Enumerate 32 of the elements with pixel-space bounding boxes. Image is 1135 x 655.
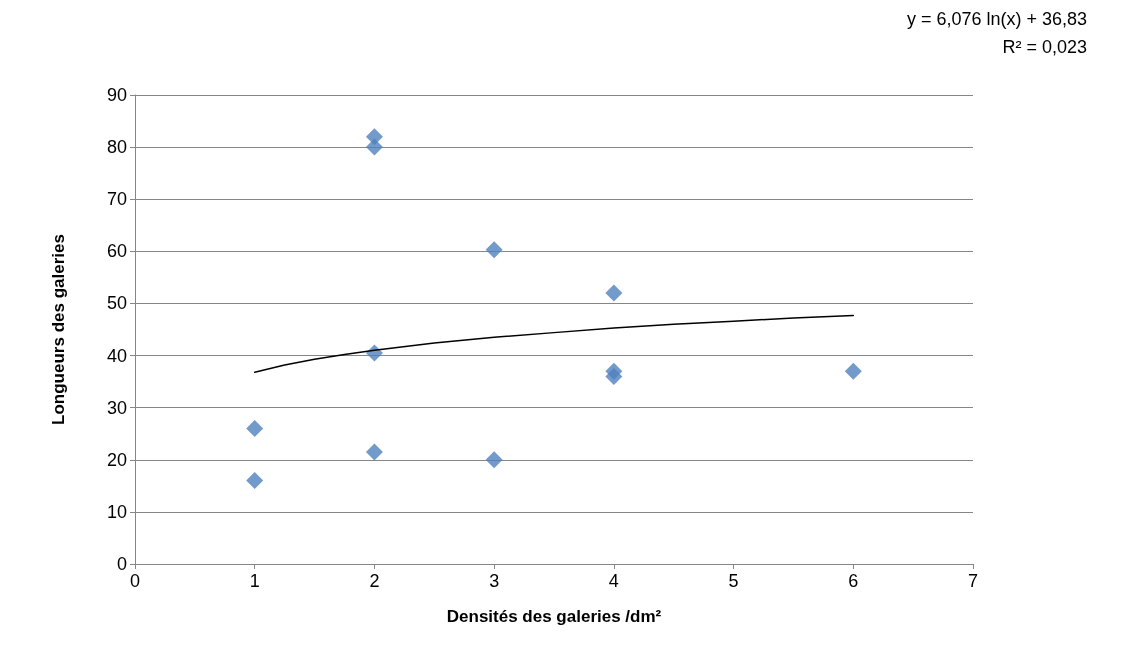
- text: y = 6,076 ln(x) + 36,83: [906, 9, 1087, 29]
- point: [246, 420, 264, 438]
- y-tick-label: 40: [106, 345, 127, 366]
- point: [485, 451, 503, 469]
- x-tick-label: 0: [129, 571, 141, 591]
- point: [246, 472, 264, 490]
- y-tick-label: 0: [116, 554, 127, 574]
- x-tick-label: 1: [249, 571, 260, 591]
- y-tick-label: 20: [106, 449, 127, 470]
- y-tick-label: 80: [106, 137, 127, 158]
- x-tick-label: 2: [369, 571, 380, 591]
- line-series: [253, 314, 855, 373]
- x-axis-title: Densités des galeries /dm²: [446, 607, 662, 626]
- point: [605, 367, 623, 385]
- y-tick-label: 70: [106, 189, 127, 210]
- x-tick-label: 7: [967, 571, 979, 591]
- x-tick-label: 6: [848, 571, 859, 591]
- point: [844, 362, 862, 380]
- y-tick-label: 90: [106, 85, 127, 105]
- y-tick-label: 30: [106, 397, 127, 418]
- x-tick-label: 5: [728, 571, 739, 591]
- x-tick-label: 4: [608, 571, 619, 591]
- y-tick-label: 50: [106, 293, 127, 314]
- point: [365, 443, 383, 461]
- point: [605, 284, 623, 302]
- text: R² = 0,023: [1002, 37, 1087, 57]
- y-axis-title: Longueurs des galeries: [49, 234, 68, 425]
- point: [365, 138, 383, 156]
- point: [485, 241, 503, 259]
- y-tick-label: 60: [106, 241, 127, 262]
- y-tick-label: 10: [106, 501, 127, 522]
- x-tick-label: 3: [489, 571, 500, 591]
